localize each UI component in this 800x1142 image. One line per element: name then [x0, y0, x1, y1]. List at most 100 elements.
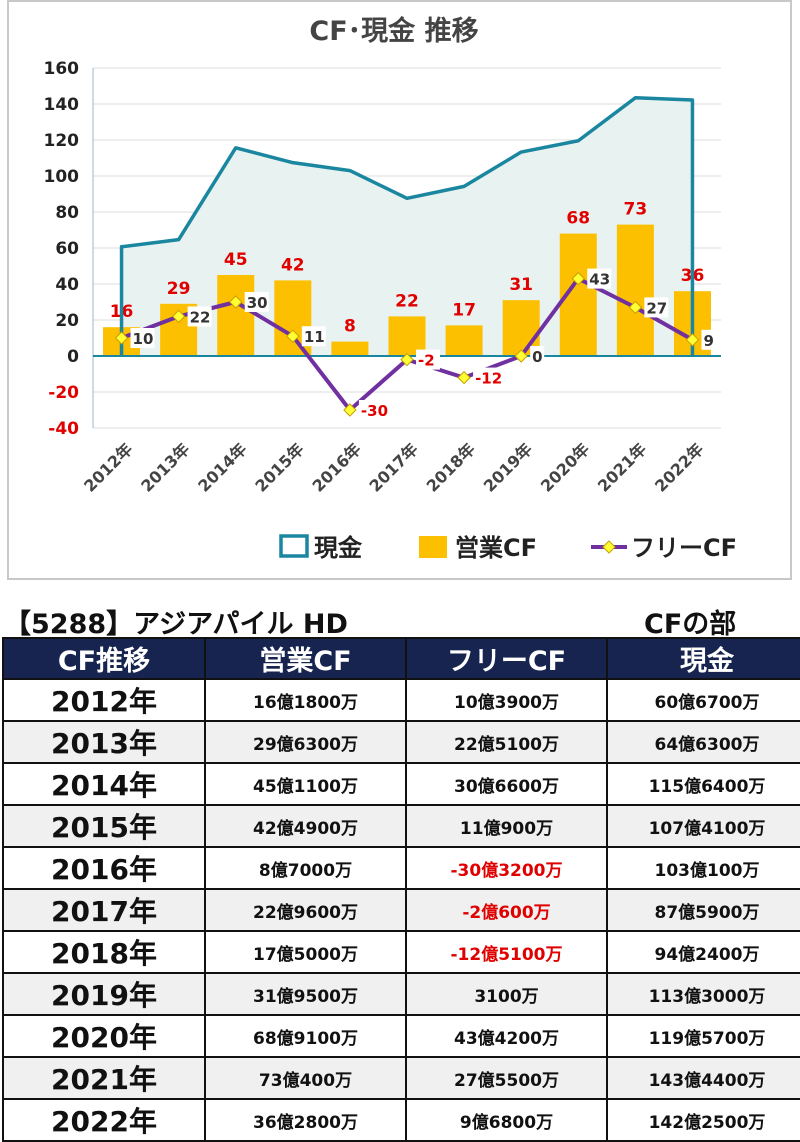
row-free-cf-cell: 27億5500万 — [405, 1056, 608, 1100]
table-header-row: 【5288】アジアパイル HD CFの部 — [0, 600, 800, 640]
operating-cf-bar — [616, 224, 654, 356]
y-tick-label: 0 — [67, 347, 79, 367]
row-cash-cell: 107億4100万 — [606, 804, 800, 848]
table-row: 2022年 36億2800万 9億6800万 142億2500万 — [2, 1098, 800, 1142]
row-free-cf-cell: -12億5100万 — [405, 930, 608, 974]
legend-operating-cf-swatch — [419, 536, 447, 558]
operating-cf-bar — [445, 325, 483, 356]
row-operating-cf-cell: 16億1800万 — [204, 678, 407, 722]
free-cf-label-bg — [701, 329, 716, 350]
x-tick-label: 2021年 — [594, 439, 650, 495]
free-cf-label-bg — [473, 367, 508, 388]
free-cf-data-label: 43 — [589, 271, 610, 289]
free-cf-data-label: 22 — [190, 308, 211, 326]
x-tick-label: 2019年 — [480, 439, 536, 495]
legend-cash-swatch — [279, 534, 309, 558]
row-cash-cell: 113億3000万 — [606, 972, 800, 1016]
operating-cf-bar — [331, 341, 369, 356]
column-header-year: CF推移 — [2, 637, 206, 680]
row-free-cf-cell: 10億3900万 — [405, 678, 608, 722]
cash-area-fill — [121, 97, 693, 357]
legend-free-cf-marker — [602, 540, 616, 554]
row-free-cf-cell: 11億900万 — [405, 804, 608, 848]
free-cf-marker — [229, 295, 243, 309]
free-cf-marker — [343, 403, 357, 417]
table-row: 2019年 31億9500万 3100万 113億3000万 — [2, 972, 800, 1016]
y-tick-label: 20 — [55, 311, 79, 331]
row-year-cell: 2012年 — [2, 678, 206, 722]
free-cf-marker — [514, 349, 528, 363]
row-operating-cf-cell: 17億5000万 — [204, 930, 407, 974]
free-cf-label-bg — [587, 268, 612, 289]
table-row: 2021年 73億400万 27億5500万 143億4400万 — [2, 1056, 800, 1100]
row-free-cf-cell: 43億4200万 — [405, 1014, 608, 1058]
free-cf-label-bg — [130, 328, 155, 348]
free-cf-marker — [114, 331, 129, 345]
operating-cf-data-label: 73 — [624, 200, 648, 220]
y-tick-label: 80 — [55, 203, 79, 223]
operating-cf-data-label: 31 — [509, 275, 533, 295]
x-tick-label: 2015年 — [251, 439, 307, 495]
free-cf-data-label: -30 — [361, 402, 388, 420]
row-cash-cell: 119億5700万 — [606, 1014, 800, 1058]
row-cash-cell: 143億4400万 — [606, 1056, 800, 1100]
row-year-cell: 2022年 — [2, 1098, 206, 1142]
free-cf-marker — [171, 309, 186, 324]
y-tick-label: 60 — [55, 239, 79, 259]
table-row: 2020年 68億9100万 43億4200万 119億5700万 — [2, 1014, 800, 1058]
row-operating-cf-cell: 73億400万 — [204, 1056, 407, 1100]
table-row: 2014年 45億1100万 30億6600万 115億6400万 — [2, 762, 800, 806]
row-year-cell: 2013年 — [2, 720, 206, 764]
legend-operating-cf-label: 営業CF — [455, 534, 537, 562]
operating-cf-data-label: 45 — [224, 250, 248, 270]
free-cf-data-label: 0 — [532, 348, 542, 366]
y-tick-label: -40 — [48, 419, 79, 439]
table-body: 2012年 16億1800万 10億3900万 60億6700万 2013年 29億630… — [2, 678, 800, 1142]
free-cf-label-bg — [244, 292, 269, 312]
row-cash-cell: 64億6300万 — [606, 720, 800, 764]
operating-cf-data-label: 8 — [344, 317, 356, 337]
row-year-cell: 2015年 — [2, 804, 206, 848]
operating-cf-data-label: 68 — [566, 209, 590, 229]
x-tick-label: 2018年 — [423, 439, 479, 495]
x-tick-label: 2014年 — [194, 439, 250, 495]
row-year-cell: 2017年 — [2, 888, 206, 932]
row-year-cell: 2020年 — [2, 1014, 206, 1058]
row-year-cell: 2019年 — [2, 972, 206, 1016]
cf-cash-chart: CF･現金 推移160140120100806040200-20-4016294… — [44, 15, 738, 562]
legend-cash-label: 現金 — [314, 534, 363, 562]
row-operating-cf-cell: 31億9500万 — [204, 972, 407, 1016]
row-operating-cf-cell: 68億9100万 — [204, 1014, 407, 1058]
operating-cf-data-label: 29 — [167, 279, 191, 299]
operating-cf-bar — [217, 275, 255, 356]
y-tick-label: 40 — [55, 275, 79, 295]
free-cf-marker — [571, 271, 585, 286]
free-cf-label-bg — [644, 297, 669, 318]
row-operating-cf-cell: 36億2800万 — [204, 1098, 407, 1142]
y-tick-label: -20 — [48, 383, 79, 403]
x-tick-label: 2012年 — [80, 439, 136, 495]
row-cash-cell: 103億100万 — [606, 846, 800, 890]
table-row: 2013年 29億6300万 22億5100万 64億6300万 — [2, 720, 800, 764]
free-cf-label-bg — [187, 306, 212, 327]
free-cf-data-label: 30 — [247, 294, 268, 312]
column-header-cash: 現金 — [606, 637, 800, 680]
free-cf-label-bg — [301, 326, 326, 347]
company-title: 【5288】アジアパイル HD — [4, 609, 348, 640]
section-title: CFの部 — [644, 609, 737, 640]
row-year-cell: 2016年 — [2, 846, 206, 890]
free-cf-data-label: 10 — [133, 330, 154, 348]
free-cf-marker — [286, 329, 300, 343]
row-cash-cell: 115億6400万 — [606, 762, 800, 806]
y-tick-label: 160 — [44, 59, 80, 79]
free-cf-data-label: -12 — [475, 370, 502, 388]
x-tick-label: 2020年 — [537, 439, 593, 495]
free-cf-marker — [685, 333, 700, 347]
row-free-cf-cell: -2億600万 — [405, 888, 608, 932]
row-year-cell: 2021年 — [2, 1056, 206, 1100]
row-cash-cell: 94億2400万 — [606, 930, 800, 974]
x-tick-label: 2016年 — [308, 439, 364, 495]
free-cf-data-label: 27 — [646, 299, 667, 317]
row-operating-cf-cell: 42億4900万 — [204, 804, 407, 848]
free-cf-marker — [457, 370, 471, 385]
